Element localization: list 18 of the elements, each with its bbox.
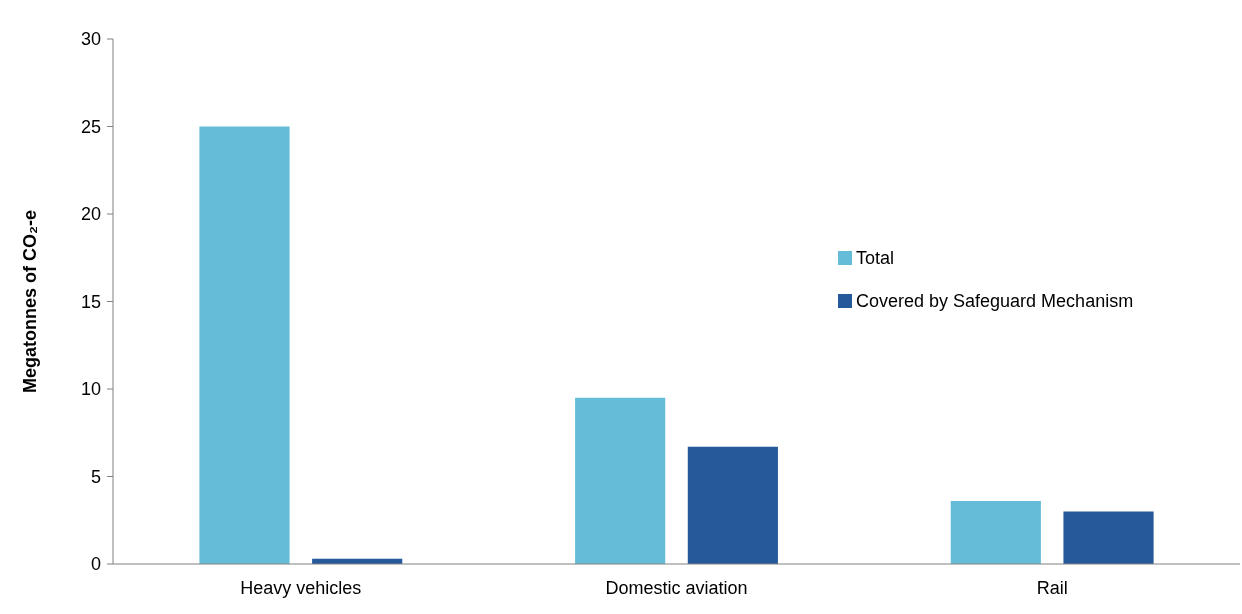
y-tick-label: 30: [80, 29, 101, 50]
y-axis-title: Megatonnes of CO₂-e: [20, 209, 40, 394]
x-tick-label: Domestic aviation: [605, 578, 748, 598]
x-tick-label: Rail: [1036, 578, 1068, 598]
y-tick-label: 25: [80, 116, 101, 137]
bar: [950, 501, 1041, 564]
y-tick-label: 15: [80, 291, 101, 312]
bar: [199, 126, 290, 564]
legend-label: Covered by Safeguard Mechanism: [856, 291, 1134, 312]
bar: [1063, 511, 1154, 564]
y-tick-label: 10: [80, 379, 101, 400]
y-tick-label: 0: [90, 554, 101, 575]
bar: [687, 446, 778, 564]
x-tick-label: Heavy vehicles: [240, 578, 362, 598]
y-tick-label: 5: [90, 466, 101, 487]
legend-label: Total: [856, 248, 895, 269]
bar: [575, 397, 666, 564]
y-tick-label: 20: [80, 204, 101, 225]
